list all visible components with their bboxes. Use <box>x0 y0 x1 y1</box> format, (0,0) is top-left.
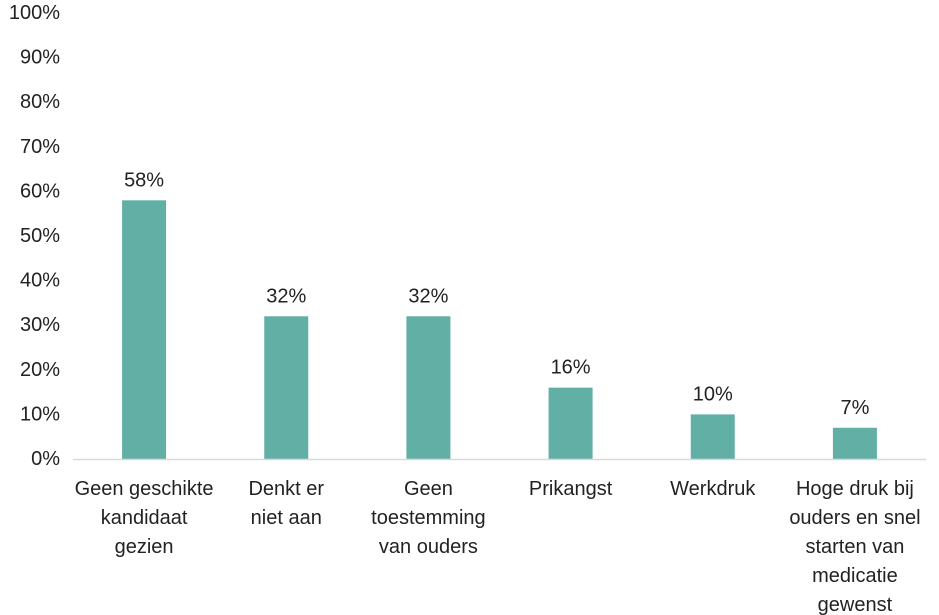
y-tick-label: 30% <box>20 314 60 336</box>
category-label-line: van ouders <box>379 536 478 558</box>
bar-value-label: 16% <box>551 357 591 379</box>
category-label-line: toestemming <box>371 507 486 529</box>
category-label-line: ouders en snel <box>789 507 920 529</box>
category-label-line: Prikangst <box>529 478 613 500</box>
y-tick-label: 0% <box>31 448 60 470</box>
category-label-line: gewenst <box>818 594 893 615</box>
y-axis-ticks: 0% 10% 20% 30% 40% 50% 60% 70% 80% 90% 100% <box>9 2 60 470</box>
y-tick-label: 10% <box>20 403 60 425</box>
category-label: Geen toestemming van ouders <box>371 478 486 558</box>
bar-value-label: 10% <box>693 383 733 405</box>
y-tick-label: 80% <box>20 91 60 113</box>
value-labels: 58% 32% 32% 16% 10% 7% <box>124 169 870 418</box>
category-label-line: Hoge druk bij <box>796 478 914 500</box>
category-label: Hoge druk bij ouders en snel starten van me… <box>789 478 920 615</box>
category-label: Werkdruk <box>670 478 756 500</box>
bar-value-label: 58% <box>124 169 164 191</box>
category-label-line: Geen geschikte <box>75 478 214 500</box>
bars <box>122 200 877 459</box>
category-label-line: niet aan <box>251 507 322 529</box>
category-label: Geen geschikte kandidaat gezien <box>75 478 214 558</box>
category-label-line: kandidaat <box>101 507 188 529</box>
category-label-line: gezien <box>115 536 174 558</box>
y-tick-label: 90% <box>20 47 60 69</box>
category-label-line: Denkt er <box>248 478 324 500</box>
category-label-line: Geen <box>404 478 453 500</box>
category-label: Prikangst <box>529 478 613 500</box>
bar <box>548 387 593 459</box>
bar <box>264 316 309 459</box>
category-label: Denkt er niet aan <box>248 478 324 529</box>
bar-value-label: 7% <box>840 397 869 419</box>
y-tick-label: 50% <box>20 225 60 247</box>
bar <box>122 200 167 459</box>
bar-value-label: 32% <box>266 285 306 307</box>
category-label-line: starten van <box>805 536 904 558</box>
y-tick-label: 40% <box>20 270 60 292</box>
category-label-line: medicatie <box>812 565 898 587</box>
y-tick-label: 100% <box>9 2 60 24</box>
bar-value-label: 32% <box>408 285 448 307</box>
y-tick-label: 20% <box>20 359 60 381</box>
category-label-line: Werkdruk <box>670 478 756 500</box>
category-labels: Geen geschikte kandidaat gezien Denkt er nie… <box>75 478 921 615</box>
y-tick-label: 60% <box>20 180 60 202</box>
bar <box>406 316 451 459</box>
y-tick-label: 70% <box>20 136 60 158</box>
bar <box>690 414 735 459</box>
bar <box>832 427 877 459</box>
